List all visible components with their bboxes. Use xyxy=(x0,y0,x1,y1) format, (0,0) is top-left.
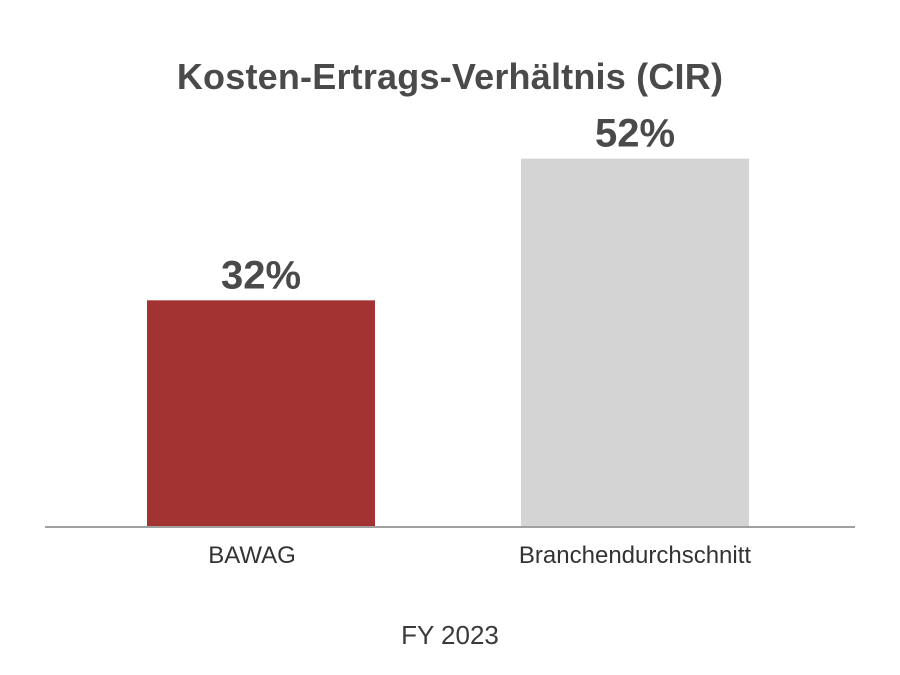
bar-value-label: 52% xyxy=(595,112,675,156)
bar-branchendurchschnitt xyxy=(521,158,749,527)
chart-title: Kosten-Ertrags-Verhältnis (CIR) xyxy=(176,56,724,97)
bar-bawag xyxy=(147,300,375,527)
category-label: Branchendurchschnitt xyxy=(519,542,751,569)
category-label: BAWAG xyxy=(208,542,296,569)
bar-value-label: 32% xyxy=(221,253,301,297)
chart-subtitle: FY 2023 xyxy=(401,620,499,650)
